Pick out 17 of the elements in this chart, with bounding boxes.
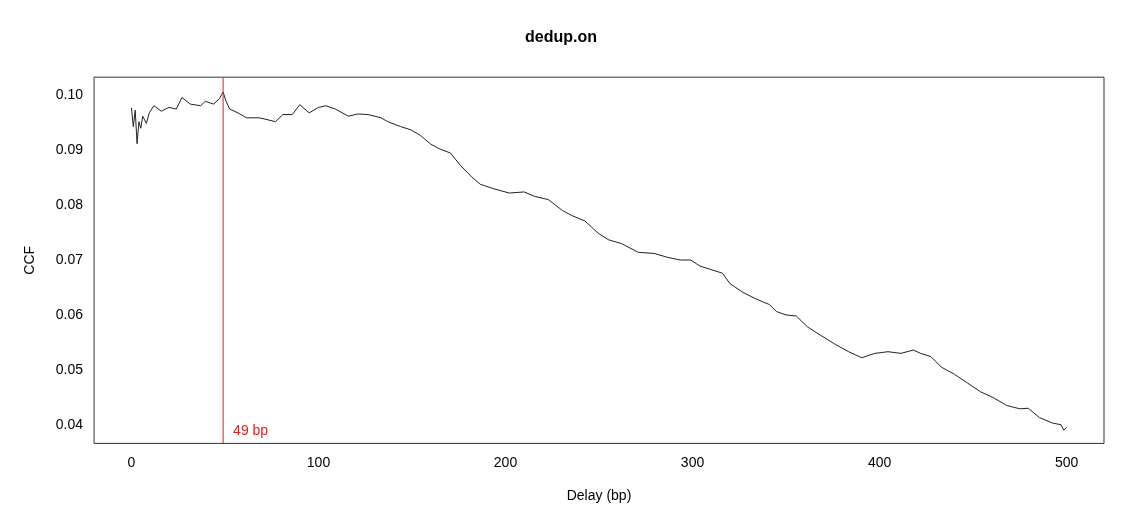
x-tick-label: 500 (1054, 453, 1079, 470)
y-tick-label: 0.08 (55, 195, 84, 212)
y-axis-title: CCF (21, 245, 38, 275)
chart-title: dedup.on (525, 28, 597, 46)
x-tick-label: 200 (493, 453, 518, 470)
ref-line-label: 49 bp (233, 422, 269, 439)
x-tick-label: 0 (127, 453, 136, 470)
y-tick-label: 0.05 (55, 360, 84, 377)
x-tick-label: 100 (306, 453, 331, 470)
y-tick-label: 0.04 (55, 415, 84, 432)
x-tick-label: 300 (680, 453, 705, 470)
y-tick-label: 0.09 (55, 141, 84, 158)
y-tick-label: 0.07 (55, 250, 84, 267)
x-axis-title: Delay (bp) (566, 487, 632, 504)
y-tick-label: 0.10 (55, 86, 84, 103)
y-tick-label: 0.06 (55, 305, 84, 322)
x-tick-label: 400 (867, 453, 892, 470)
